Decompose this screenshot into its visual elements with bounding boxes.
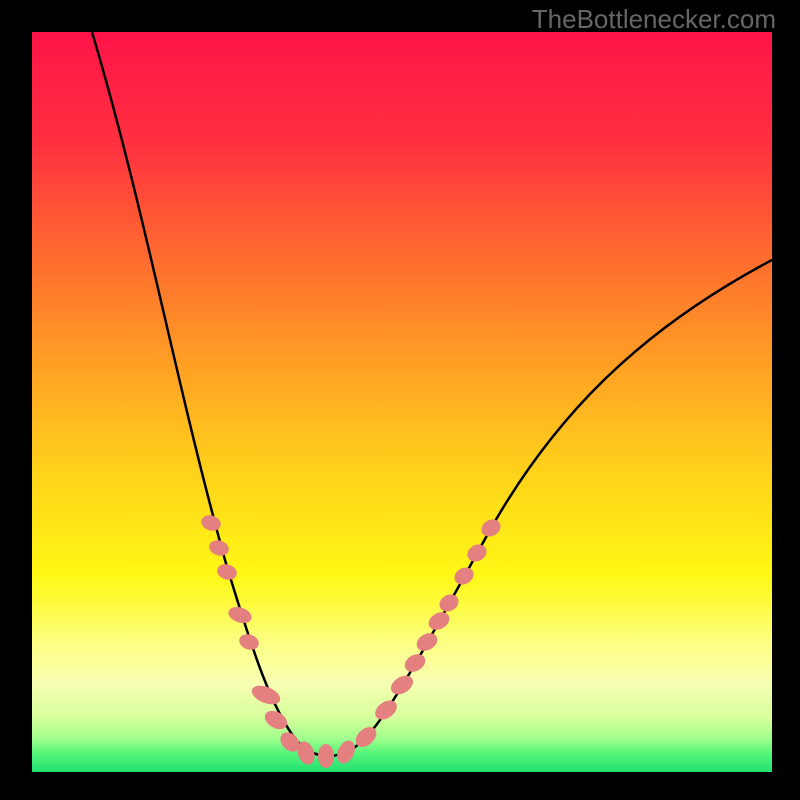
watermark-text: TheBottlenecker.com bbox=[532, 4, 776, 35]
pale-band bbox=[32, 602, 772, 692]
chart-container: TheBottlenecker.com bbox=[0, 0, 800, 800]
